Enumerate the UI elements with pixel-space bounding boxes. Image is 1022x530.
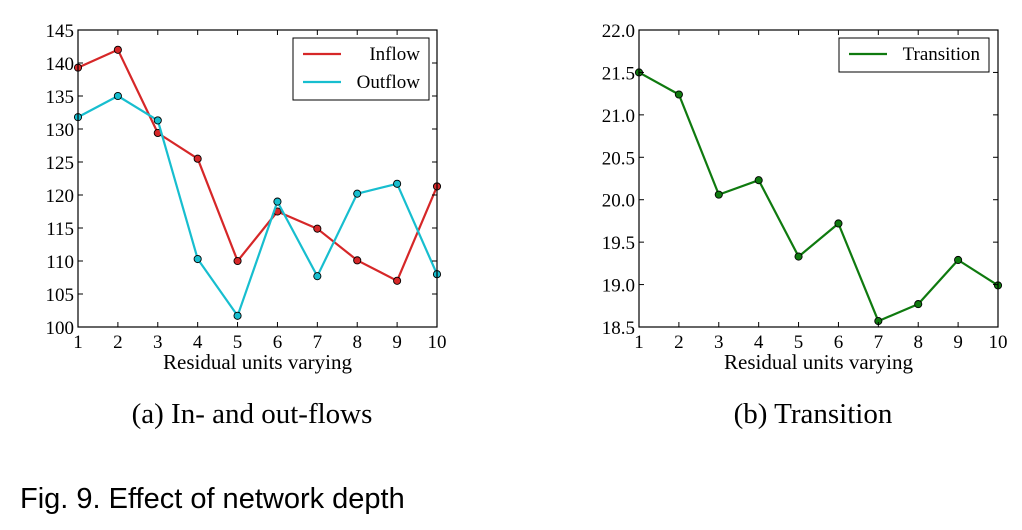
x-tick-label: 7 [313,332,323,353]
legend-box [292,37,430,101]
y-tick-label: 105 [46,285,75,306]
data-point-transition [714,190,723,199]
data-point-inflow [353,256,362,265]
x-tick-label: 9 [392,332,402,353]
x-tick-label: 2 [674,332,684,353]
x-tick-label: 5 [233,332,243,353]
data-point-inflow [233,256,242,266]
data-point-outflow [193,254,202,264]
series-line-inflow [77,48,439,282]
x-tick-label: 2 [113,332,123,353]
x-tick-label: 3 [714,332,724,353]
x-tick-label: 1 [73,332,83,353]
x-tick-label: 4 [193,332,203,353]
y-tick-label: 120 [46,186,75,207]
y-tick-label: 110 [46,252,74,273]
y-tick-label: 130 [46,120,75,141]
data-point-outflow [273,197,282,206]
data-point-transition [834,219,843,228]
x-tick-label: 6 [834,332,844,353]
y-tick-label: 125 [46,153,75,174]
data-point-outflow [353,189,362,198]
data-point-outflow [313,272,322,281]
y-tick-label: 135 [46,87,75,108]
x-tick-label: 6 [273,332,283,353]
x-tick-label: 4 [754,332,764,353]
x-tick-label: 1 [634,332,644,353]
data-point-transition [914,300,923,309]
panel-a: 1 2 3 4 5 6 7 8 9 10 100 105 110 115 120 125 130 135 140 14… [46,21,447,430]
data-point-outflow [233,311,242,320]
y-tick-label: 19.0 [602,276,635,297]
x-axis-label: Residual units varying [724,350,913,374]
data-point-outflow [113,91,122,101]
legend-label: Transition [903,44,981,65]
data-point-transition [754,176,763,185]
y-tick-label: 22.0 [602,21,635,42]
y-tick-label: 115 [46,219,74,240]
x-axis-label: Residual units varying [163,350,352,374]
panel-b: 1 2 3 4 5 6 7 8 9 10 18.5 19.0 19.5 20.0 20.5 21.0 21.5 2… [602,21,1008,430]
data-point-outflow [153,116,162,125]
data-point-inflow [393,276,402,285]
data-point-transition [674,90,683,99]
data-point-inflow [113,45,122,54]
legend-label: Inflow [369,44,420,65]
figure-caption: Fig. 9. Effect of network depth [20,483,405,515]
data-point-inflow [313,224,322,233]
x-tick-label: 8 [352,332,362,353]
data-point-transition [954,255,963,265]
series-line-transition [638,71,999,323]
subcaption: (b) Transition [734,398,893,430]
data-point-inflow [193,154,202,163]
subcaption: (a) In- and out-flows [132,398,373,430]
data-point-transition [794,252,803,261]
x-tick-label: 3 [153,332,163,353]
y-tick-label: 20.5 [602,148,635,169]
y-tick-label: 18.5 [602,318,635,339]
y-tick-label: 140 [46,54,75,75]
series-line-outflow [77,94,439,317]
x-tick-label: 10 [428,332,447,353]
y-tick-label: 21.5 [602,63,635,84]
y-tick-label: 19.5 [602,233,635,254]
y-tick-label: 20.0 [602,191,635,212]
plot-frame [77,29,438,328]
x-tick-label: 7 [874,332,884,353]
data-point-outflow [393,179,402,188]
x-tick-label: 5 [794,332,804,353]
y-tick-label: 145 [46,21,75,42]
plot-frame [638,29,999,328]
x-tick-label: 9 [953,332,963,353]
x-tick-label: 8 [913,332,923,353]
y-tick-label: 100 [46,318,75,339]
y-tick-label: 21.0 [602,106,635,127]
legend-label: Outflow [357,72,421,93]
x-tick-label: 10 [989,332,1008,353]
